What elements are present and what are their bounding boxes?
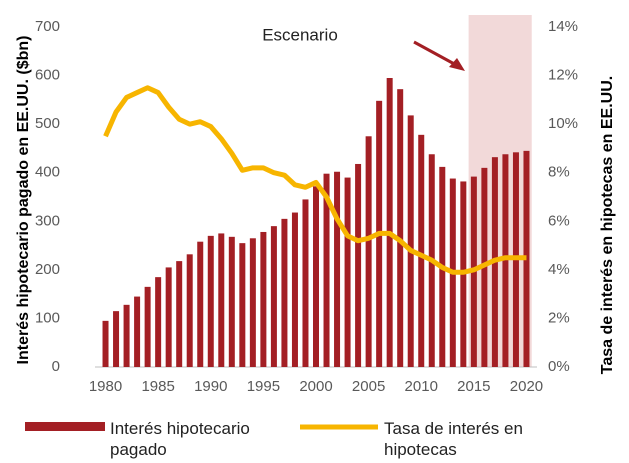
y-tick-label: 300 <box>35 212 60 229</box>
bar <box>176 261 183 367</box>
bar <box>249 238 256 367</box>
bar <box>502 154 509 367</box>
x-tick-label: 1990 <box>194 378 227 395</box>
bar <box>134 296 141 367</box>
bar <box>334 171 341 367</box>
legend-swatch <box>25 422 105 431</box>
x-tick-label: 1985 <box>141 378 174 395</box>
bar <box>281 218 288 367</box>
y2-tick-label: 14% <box>548 18 578 35</box>
bar <box>260 231 267 367</box>
bar <box>239 243 246 367</box>
y-tick-label: 600 <box>35 67 60 84</box>
y-tick-label: 100 <box>35 309 60 326</box>
bar <box>291 212 298 367</box>
bar <box>313 186 319 367</box>
annotation-arrow <box>413 40 459 68</box>
y2-tick-label: 8% <box>548 164 570 181</box>
y2-tick-label: 10% <box>548 115 578 132</box>
scenario-highlight <box>468 15 532 367</box>
bar <box>386 78 393 367</box>
bar <box>155 277 162 367</box>
x-tick-label: 1980 <box>89 378 122 395</box>
bar <box>165 267 172 367</box>
y2-tick-label: 2% <box>548 309 570 326</box>
x-tick-label: 2010 <box>405 378 438 395</box>
bar <box>302 199 309 367</box>
y-tick-label: 500 <box>35 115 60 132</box>
y-tick-label: 0 <box>52 358 60 375</box>
bar <box>186 254 193 367</box>
x-tick-label: 2005 <box>352 378 385 395</box>
bar <box>218 233 225 367</box>
y-axis-label: Interés hipotecario pagado en EE.UU. ($b… <box>15 36 32 365</box>
bar <box>397 89 404 368</box>
annotation-arrowhead <box>449 58 465 71</box>
y2-tick-label: 4% <box>548 261 570 278</box>
bar <box>102 320 109 367</box>
y2-tick-label: 12% <box>548 67 578 84</box>
y2-axis-label: Tasa de interés en hipotecas en EE.UU. <box>599 76 616 374</box>
bar <box>418 134 425 367</box>
y-tick-label: 700 <box>35 18 60 35</box>
bar <box>344 177 351 367</box>
legend-label: Tasa de interés en hipotecas <box>384 419 523 459</box>
x-tick-label: 2000 <box>299 378 332 395</box>
legend-label: Interés hipotecario pagado <box>110 419 250 459</box>
bar <box>407 115 414 368</box>
x-tick-label: 1995 <box>247 378 280 395</box>
y-tick-label: 400 <box>35 164 60 181</box>
bar <box>355 163 362 367</box>
annotation: Escenario <box>262 25 338 44</box>
x-tick-label: 2015 <box>457 378 490 395</box>
bar <box>123 304 130 367</box>
bar <box>207 235 214 367</box>
y2-tick-label: 6% <box>548 212 570 229</box>
bar <box>365 136 372 367</box>
x-tick-label: 2020 <box>510 378 543 395</box>
line <box>103 85 527 275</box>
y2-tick-label: 0% <box>548 358 570 375</box>
bar <box>197 241 204 367</box>
bar <box>113 311 120 367</box>
bar <box>323 173 330 367</box>
y-tick-label: 200 <box>35 261 60 278</box>
bar <box>228 236 235 367</box>
bar <box>144 286 151 367</box>
bar <box>270 226 277 367</box>
